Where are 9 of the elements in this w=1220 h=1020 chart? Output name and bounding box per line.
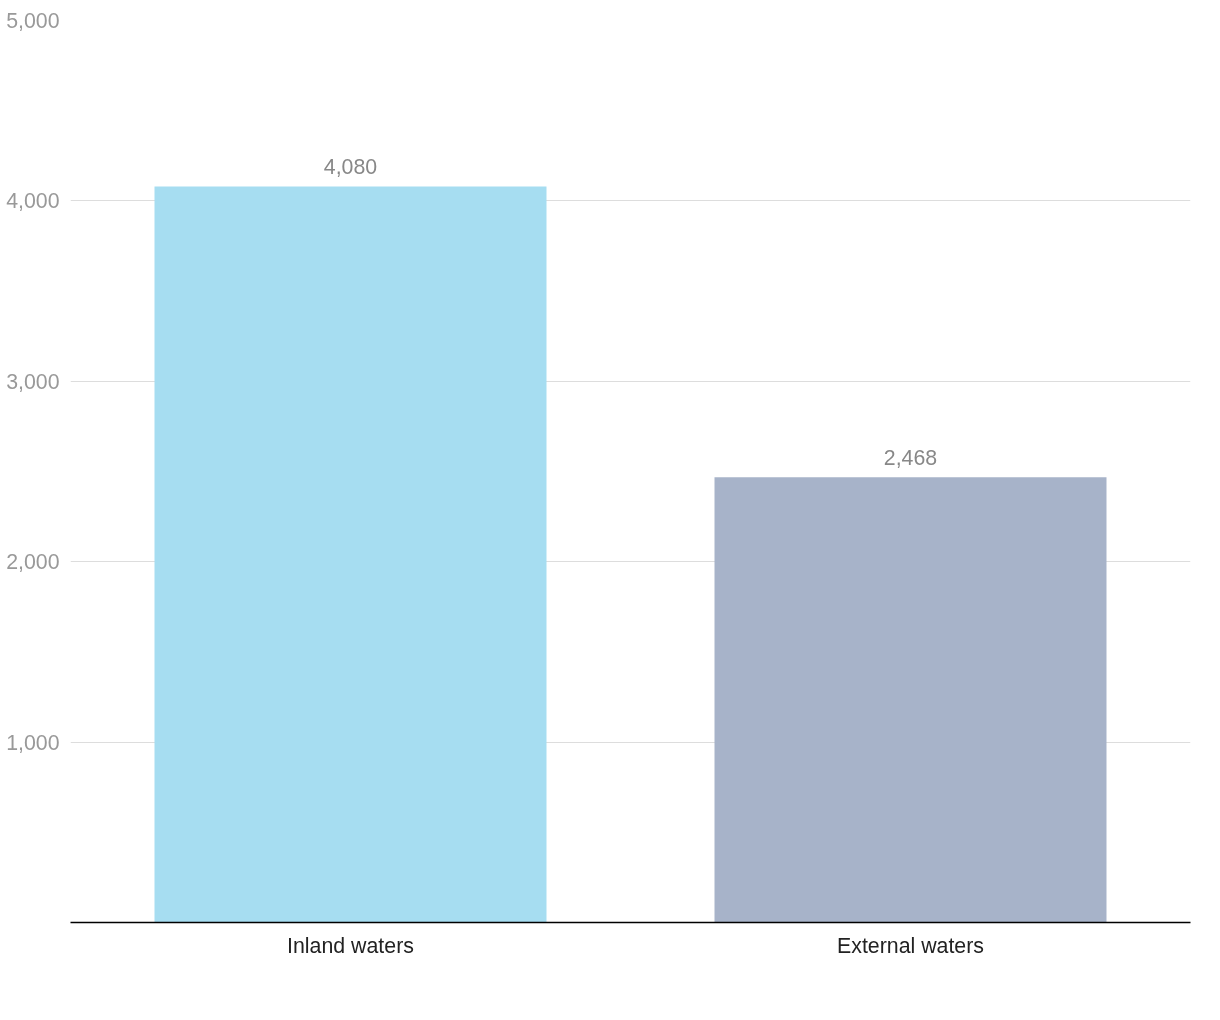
- y-tick-label: 4,000: [6, 189, 60, 214]
- y-tick-label: 3,000: [6, 369, 60, 394]
- y-tick-label: 1,000: [6, 730, 60, 755]
- x-tick-label: External waters: [837, 933, 985, 958]
- y-tick-label: 2,000: [6, 550, 60, 575]
- data-label: 2,468: [883, 446, 938, 471]
- x-tick-label: Inland waters: [287, 933, 414, 958]
- data-label: 4,080: [323, 155, 378, 180]
- y-tick-label: 5,000: [6, 9, 60, 33]
